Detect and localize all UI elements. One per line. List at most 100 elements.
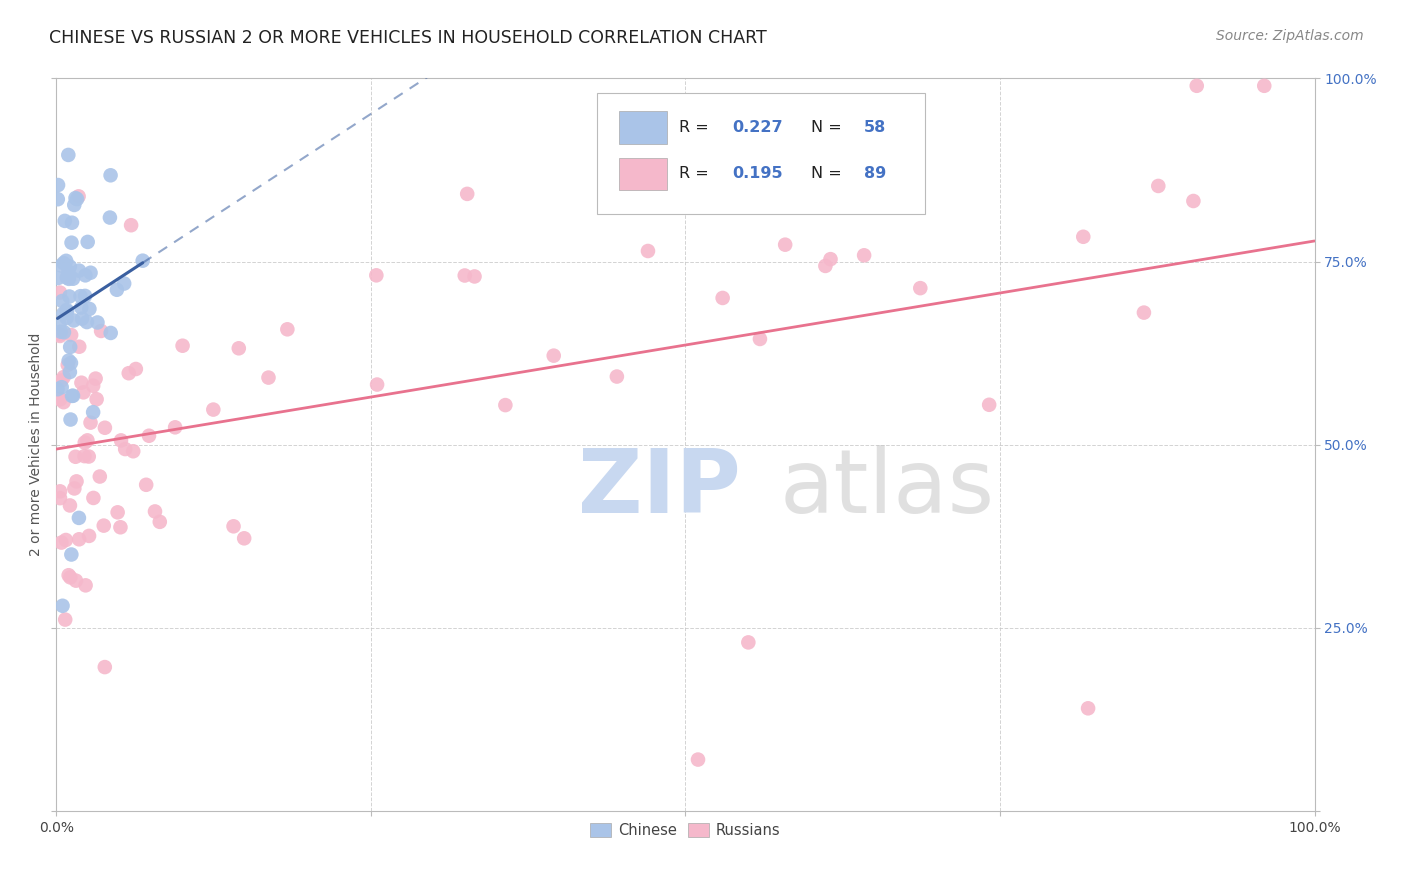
Point: [89, 469, 111, 483]
Text: N =: N =: [811, 120, 848, 135]
Point: [67, 533, 90, 547]
Legend: Chinese, Russians: Chinese, Russians: [585, 817, 786, 844]
Point: [138, 429, 160, 443]
Point: [606, 369, 628, 384]
Point: [53, 214, 76, 228]
Point: [59, 412, 82, 426]
Point: [76, 235, 98, 249]
Point: [60, 328, 83, 343]
Point: [233, 531, 256, 545]
Point: [46, 271, 69, 285]
Text: CHINESE VS RUSSIAN 2 OR MORE VEHICLES IN HOUSEHOLD CORRELATION CHART: CHINESE VS RUSSIAN 2 OR MORE VEHICLES IN…: [49, 29, 766, 47]
Point: [110, 520, 132, 534]
Point: [60, 235, 83, 250]
Point: [52, 307, 75, 321]
Point: [814, 259, 837, 273]
Point: [131, 253, 153, 268]
Point: [979, 398, 1001, 412]
Point: [49, 392, 72, 407]
Point: [55, 303, 77, 318]
Point: [58, 265, 80, 279]
Point: [686, 753, 709, 767]
Text: R =: R =: [679, 120, 714, 135]
Point: [456, 186, 478, 201]
Point: [257, 370, 280, 384]
Point: [228, 341, 250, 355]
Point: [463, 269, 485, 284]
Point: [110, 434, 132, 448]
Point: [75, 578, 97, 592]
Point: [52, 370, 75, 384]
Point: [52, 256, 75, 270]
Point: [77, 450, 100, 464]
Point: [60, 389, 83, 403]
Point: [60, 216, 83, 230]
Point: [75, 268, 97, 283]
Point: [149, 515, 172, 529]
Point: [276, 322, 298, 336]
Point: [49, 392, 72, 406]
Point: [63, 482, 86, 496]
Point: [70, 376, 93, 390]
Point: [1182, 194, 1205, 208]
Point: [66, 192, 89, 206]
Point: [1253, 78, 1275, 93]
Text: R =: R =: [679, 166, 714, 181]
Point: [70, 301, 93, 315]
FancyBboxPatch shape: [619, 112, 666, 144]
Point: [65, 475, 87, 489]
Point: [79, 301, 101, 316]
Point: [49, 327, 72, 342]
Point: [172, 339, 194, 353]
Text: 89: 89: [865, 166, 886, 181]
Point: [73, 449, 96, 463]
Point: [202, 402, 225, 417]
Point: [55, 311, 77, 326]
Point: [49, 285, 72, 300]
Text: N =: N =: [811, 166, 848, 181]
Point: [114, 442, 136, 456]
Point: [100, 326, 122, 340]
Point: [773, 237, 796, 252]
Point: [94, 421, 117, 435]
Point: [494, 398, 516, 412]
Point: [454, 268, 477, 283]
Point: [58, 272, 80, 286]
Point: [56, 270, 79, 285]
Point: [53, 613, 76, 627]
Point: [59, 356, 82, 370]
Point: [65, 191, 87, 205]
Point: [637, 244, 659, 258]
Point: [737, 635, 759, 649]
Point: [79, 266, 101, 280]
Point: [51, 259, 73, 273]
Point: [58, 289, 80, 303]
Point: [51, 599, 73, 613]
Point: [59, 570, 82, 584]
Point: [93, 518, 115, 533]
Text: Source: ZipAtlas.com: Source: ZipAtlas.com: [1216, 29, 1364, 44]
Point: [82, 378, 104, 392]
Text: atlas: atlas: [780, 445, 995, 533]
Point: [69, 289, 91, 303]
Point: [1077, 701, 1099, 715]
Point: [46, 382, 69, 396]
Point: [51, 293, 73, 308]
Point: [65, 450, 87, 464]
Point: [58, 353, 80, 368]
Point: [1133, 305, 1156, 319]
Point: [65, 574, 87, 588]
Point: [100, 169, 122, 183]
Point: [90, 324, 112, 338]
Point: [73, 435, 96, 450]
Point: [82, 491, 104, 505]
Point: [59, 365, 82, 379]
Point: [52, 325, 75, 339]
Point: [910, 281, 932, 295]
Point: [51, 535, 73, 549]
Point: [67, 511, 90, 525]
Point: [125, 362, 148, 376]
Point: [366, 268, 388, 283]
Point: [62, 389, 84, 403]
Point: [105, 283, 128, 297]
